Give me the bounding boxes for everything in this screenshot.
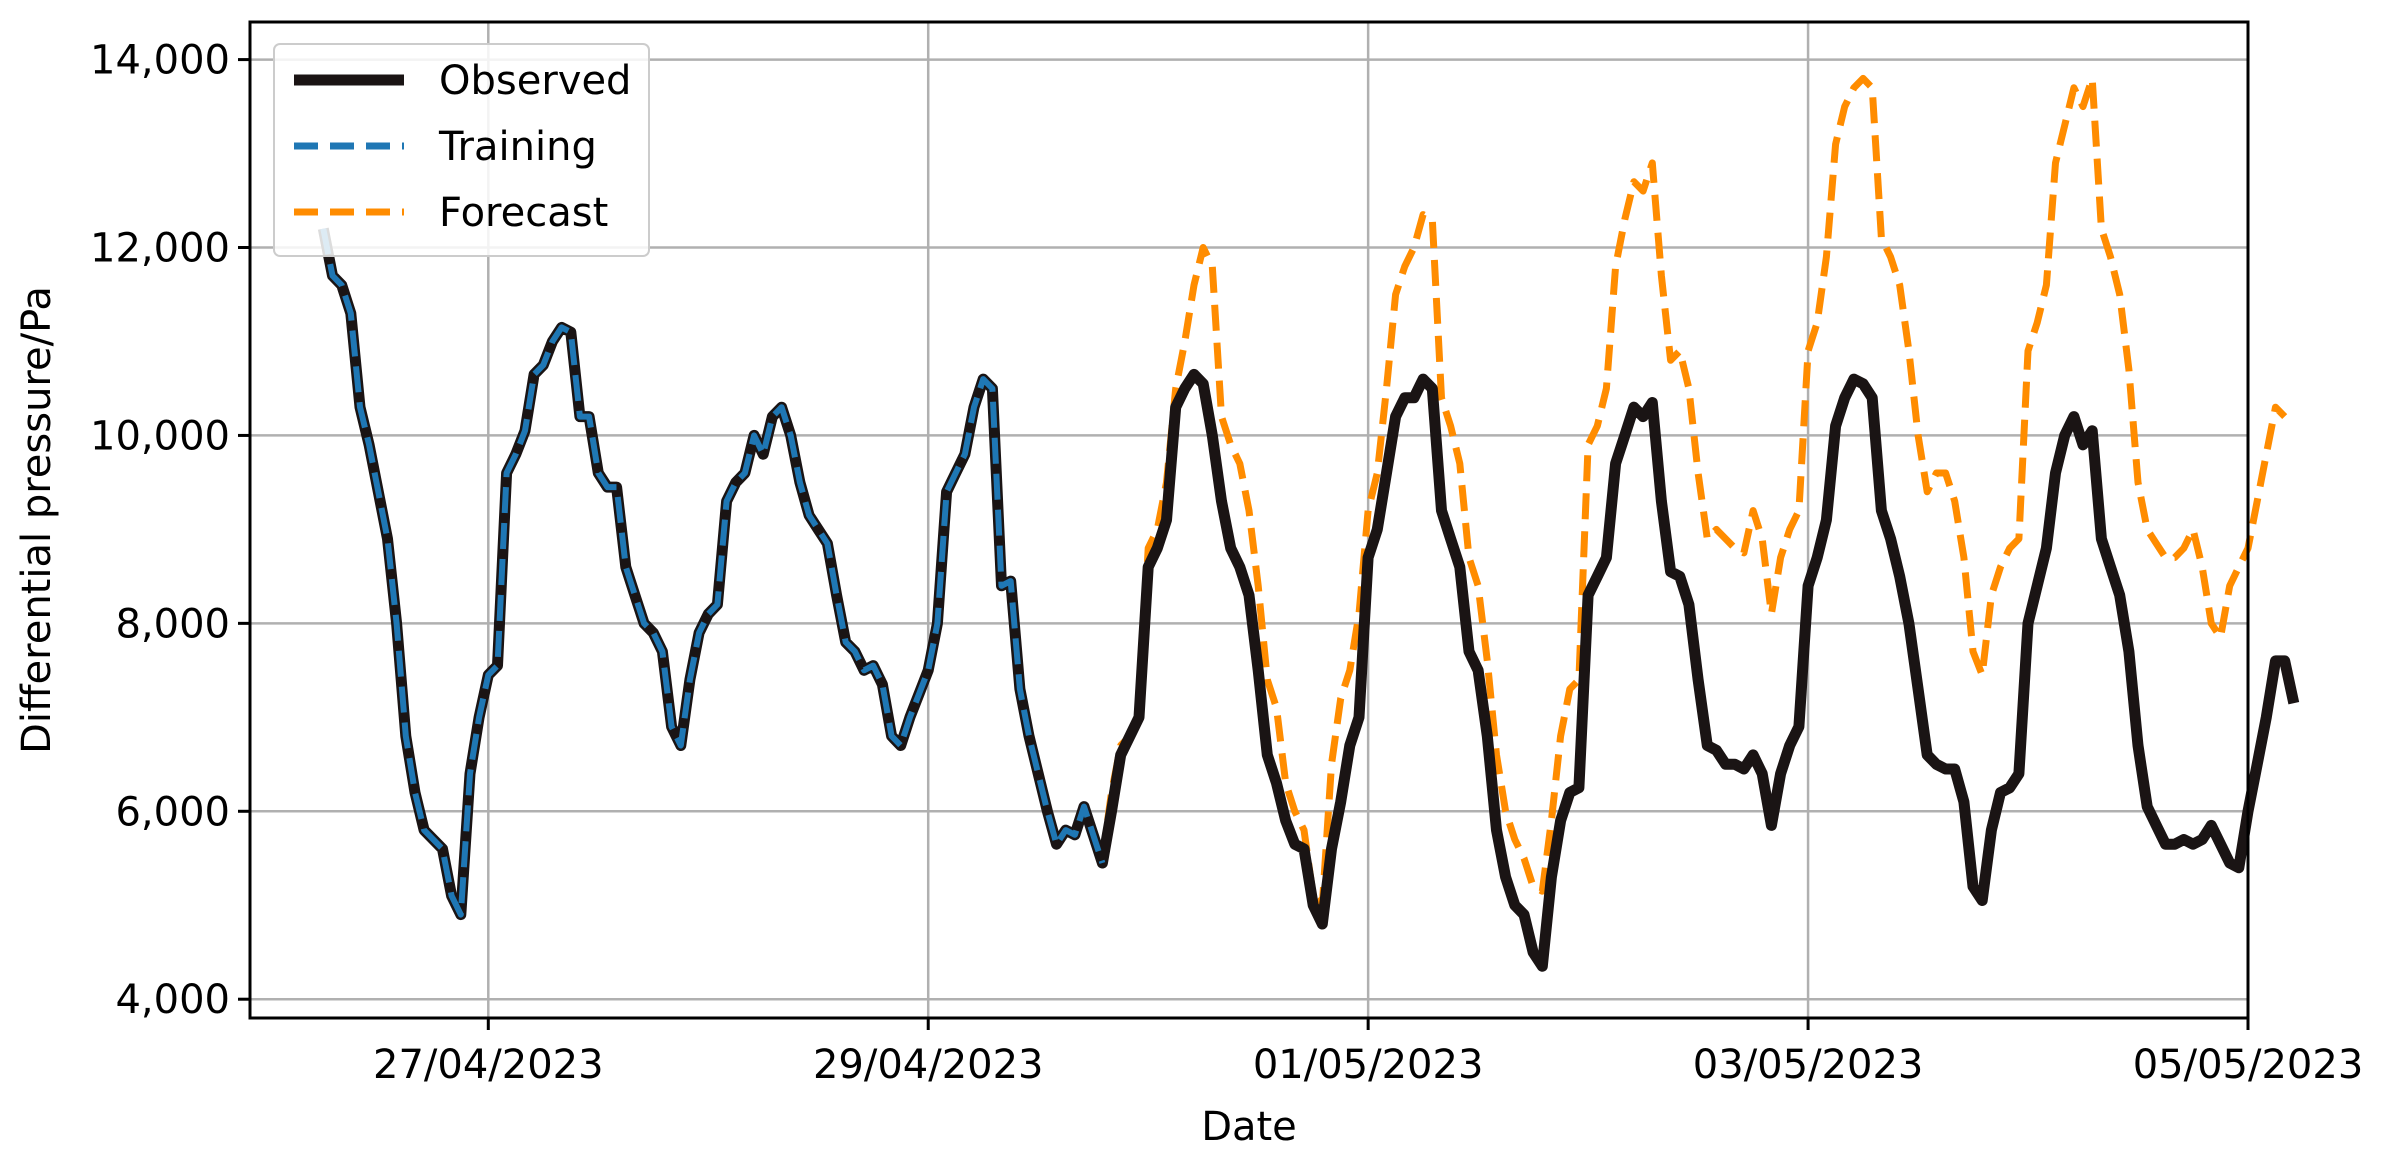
legend-label-training: Training [438,124,597,170]
y-axis-label: Differential pressure/Pa [14,286,60,754]
x-tick-label: 05/05/2023 [2133,1042,2364,1088]
axis-ticks: 27/04/2023 29/04/2023 01/05/2023 03/05/2023… [90,38,2363,1088]
y-tick-label: 12,000 [90,226,230,272]
legend-box [273,43,650,257]
x-tick-label: 01/05/2023 [1253,1042,1484,1088]
y-tick-label: 10,000 [90,413,230,459]
y-tick-label: 14,000 [90,38,230,84]
y-tick-label: 4,000 [115,977,230,1023]
observed-line [317,227,2300,972]
x-axis-label: Date [1201,1104,1297,1150]
forecast-line [1098,74,2288,909]
legend: Observed Training Forecast [273,43,650,257]
x-tick-label: 29/04/2023 [813,1042,1044,1088]
y-tick-label: 6,000 [115,789,230,835]
plot-frame [248,20,2250,1020]
x-tick-label: 27/04/2023 [373,1042,604,1088]
training-line [320,228,1106,918]
x-tick-label: 03/05/2023 [1693,1042,1924,1088]
y-tick-label: 8,000 [115,601,230,647]
series-layer [317,74,2300,972]
legend-label-forecast: Forecast [439,190,608,236]
legend-label-observed: Observed [439,58,631,104]
